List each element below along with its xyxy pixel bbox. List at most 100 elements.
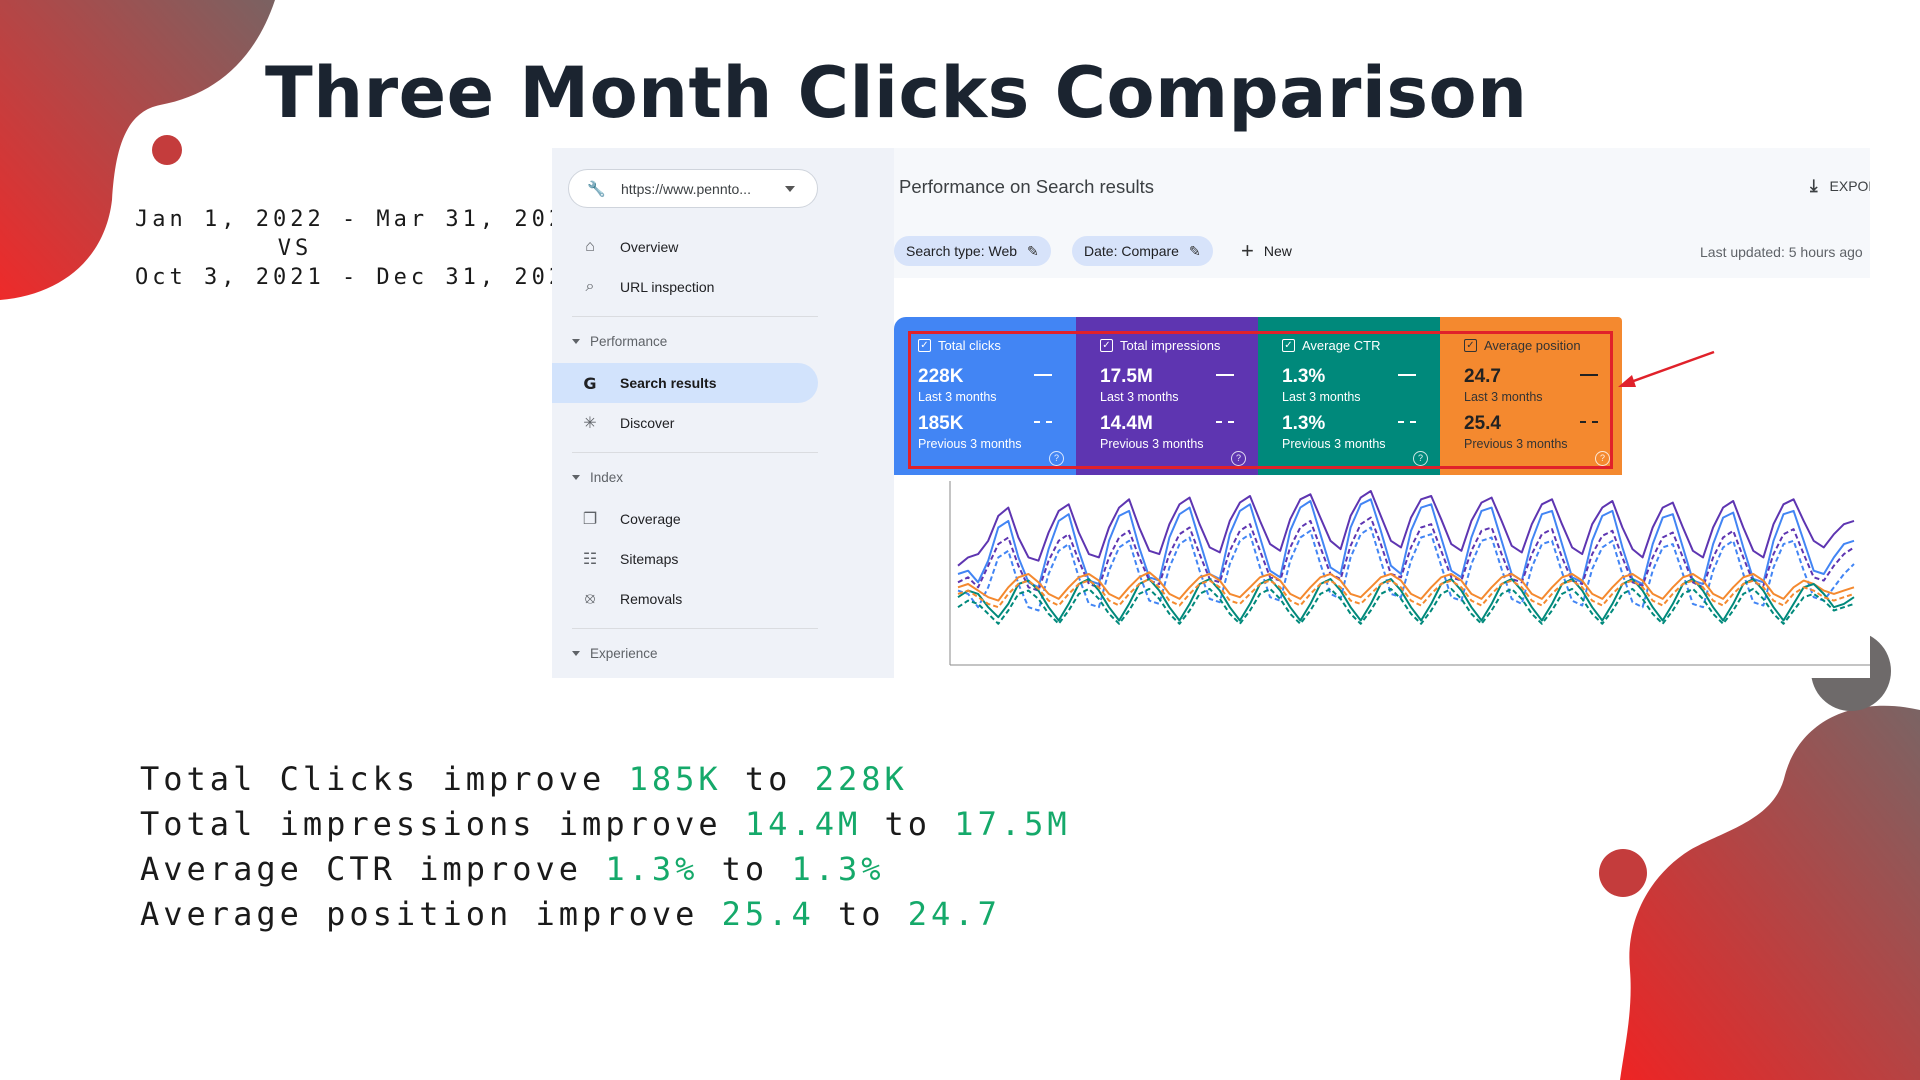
date-chip[interactable]: Date: Compare ✎ — [1072, 236, 1213, 266]
dashed-line-icon — [1398, 421, 1416, 423]
main-header: Performance on Search results ⤓ EXPORT — [894, 148, 1870, 221]
card-previous-value: 14.4M — [1100, 413, 1153, 434]
card-current-value: 17.5M — [1100, 366, 1153, 387]
collapse-triangle-icon — [572, 650, 580, 656]
download-icon: ⤓ — [1810, 176, 1818, 195]
annotation-arrow — [1618, 350, 1715, 387]
pages-icon: ❐ — [582, 511, 598, 528]
card-label: Total impressions — [1120, 338, 1221, 353]
section-experience[interactable]: Experience — [572, 641, 658, 665]
card-current-period: Last 3 months — [1464, 390, 1543, 404]
export-label: EXPORT — [1829, 178, 1870, 194]
summary-prefix: Average CTR improve — [140, 850, 583, 888]
summary-prefix: Average position improve — [140, 895, 699, 933]
section-title: Experience — [590, 645, 658, 661]
section-index[interactable]: Index — [572, 465, 623, 489]
summary-to-word: to — [721, 850, 769, 888]
last-updated: Last updated: 5 hours ago — [1700, 244, 1863, 260]
sidebar-item-sitemaps[interactable]: ☷ Sitemaps — [552, 539, 818, 579]
search-console-screenshot: 🔧 https://www.pennto... ⌂ Overview ⌕ URL… — [552, 148, 1870, 678]
sidebar-item-overview[interactable]: ⌂ Overview — [552, 227, 818, 267]
solid-line-icon — [1398, 374, 1416, 376]
sidebar-item-coverage[interactable]: ❐ Coverage — [552, 499, 818, 539]
performance-line-chart — [949, 481, 1870, 666]
sidebar-item-discover[interactable]: ✳ Discover — [552, 403, 818, 443]
sidebar-item-label: Discover — [620, 415, 675, 431]
sidebar-item-url-inspection[interactable]: ⌕ URL inspection — [552, 267, 818, 307]
metric-cards: ✓ Total clicks 228K Last 3 months 185K P… — [894, 317, 1622, 475]
checkbox-icon[interactable]: ✓ — [918, 339, 931, 352]
new-filter-button[interactable]: + New — [1241, 236, 1292, 266]
dashed-line-icon — [1580, 421, 1598, 423]
section-performance[interactable]: Performance — [572, 329, 667, 353]
card-total-clicks[interactable]: ✓ Total clicks 228K Last 3 months 185K P… — [894, 317, 1076, 475]
card-previous-period: Previous 3 months — [1282, 437, 1386, 451]
decor-dot — [152, 135, 182, 165]
property-url: https://www.pennto... — [621, 180, 751, 197]
summary: Total Clicks improve 185K to 228K Total … — [140, 757, 1071, 937]
card-current-period: Last 3 months — [918, 390, 997, 404]
summary-from: 14.4M — [744, 805, 862, 843]
sidebar-item-search-results[interactable]: G Search results — [552, 363, 818, 403]
summary-to: 24.7 — [907, 895, 1001, 933]
solid-line-icon — [1216, 374, 1234, 376]
google-g-icon: G — [583, 373, 597, 393]
checkbox-icon[interactable]: ✓ — [1100, 339, 1113, 352]
new-label: New — [1263, 243, 1292, 259]
property-selector[interactable]: 🔧 https://www.pennto... — [568, 169, 818, 208]
card-average-position[interactable]: ✓ Average position 24.7 Last 3 months 25… — [1440, 317, 1622, 475]
summary-to-word: to — [884, 805, 932, 843]
card-current-value: 1.3% — [1282, 366, 1326, 387]
search-icon: ⌕ — [585, 278, 595, 295]
search-type-chip[interactable]: Search type: Web ✎ — [894, 236, 1051, 266]
series-line-ctr-last — [957, 578, 1855, 622]
collapse-triangle-icon — [572, 474, 580, 480]
date-range: Jan 1, 2022 - Mar 31, 2022 VS Oct 3, 202… — [135, 205, 579, 292]
card-previous-period: Previous 3 months — [1100, 437, 1204, 451]
card-label: Total clicks — [938, 338, 1001, 353]
dashed-line-icon — [1034, 421, 1052, 423]
help-icon[interactable]: ? — [1049, 451, 1064, 466]
sidebar-item-label: Removals — [620, 591, 683, 607]
decor-dot — [1599, 849, 1647, 897]
sidebar: 🔧 https://www.pennto... ⌂ Overview ⌕ URL… — [552, 148, 894, 678]
card-current-period: Last 3 months — [1100, 390, 1179, 404]
help-icon[interactable]: ? — [1595, 451, 1610, 466]
summary-from: 185K — [628, 760, 722, 798]
sidebar-item-label: Sitemaps — [620, 551, 679, 567]
card-total-impressions[interactable]: ✓ Total impressions 17.5M Last 3 months … — [1076, 317, 1258, 475]
slide-title: Three Month Clicks Comparison — [265, 52, 1528, 134]
summary-from: 25.4 — [721, 895, 815, 933]
eye-off-icon: ⦻ — [584, 590, 596, 607]
card-previous-period: Previous 3 months — [918, 437, 1022, 451]
help-icon[interactable]: ? — [1413, 451, 1428, 466]
decor-top-left-blob — [0, 0, 275, 300]
sidebar-item-removals[interactable]: ⦻ Removals — [552, 579, 818, 619]
chip-label: Search type: Web — [906, 243, 1018, 259]
section-title: Index — [590, 469, 624, 485]
summary-to: 228K — [814, 760, 908, 798]
summary-to-word: to — [837, 895, 885, 933]
asterisk-icon: ✳ — [583, 415, 597, 432]
summary-line-ctr: Average CTR improve 1.3% to 1.3% — [140, 847, 1071, 892]
card-current-value: 228K — [918, 366, 964, 387]
card-label: Average position — [1484, 338, 1581, 353]
card-average-ctr[interactable]: ✓ Average CTR 1.3% Last 3 months 1.3% Pr… — [1258, 317, 1440, 475]
checkbox-icon[interactable]: ✓ — [1464, 339, 1477, 352]
card-previous-value: 185K — [918, 413, 964, 434]
sidebar-item-label: Search results — [620, 375, 717, 391]
export-button[interactable]: ⤓ EXPORT — [1810, 176, 1870, 196]
filter-bar: Search type: Web ✎ Date: Compare ✎ + New… — [894, 220, 1870, 278]
solid-line-icon — [1580, 374, 1598, 376]
help-icon[interactable]: ? — [1231, 451, 1246, 466]
checkbox-icon[interactable]: ✓ — [1282, 339, 1295, 352]
card-label: Average CTR — [1302, 338, 1381, 353]
summary-prefix: Total Clicks improve — [140, 760, 606, 798]
card-previous-period: Previous 3 months — [1464, 437, 1568, 451]
summary-prefix: Total impressions improve — [140, 805, 722, 843]
vs-label: VS — [277, 236, 313, 261]
summary-line-clicks: Total Clicks improve 185K to 228K — [140, 757, 1071, 802]
series-line-ctr-prev — [957, 587, 1855, 625]
card-previous-value: 1.3% — [1282, 413, 1326, 434]
sitemap-icon: ☷ — [582, 551, 598, 568]
